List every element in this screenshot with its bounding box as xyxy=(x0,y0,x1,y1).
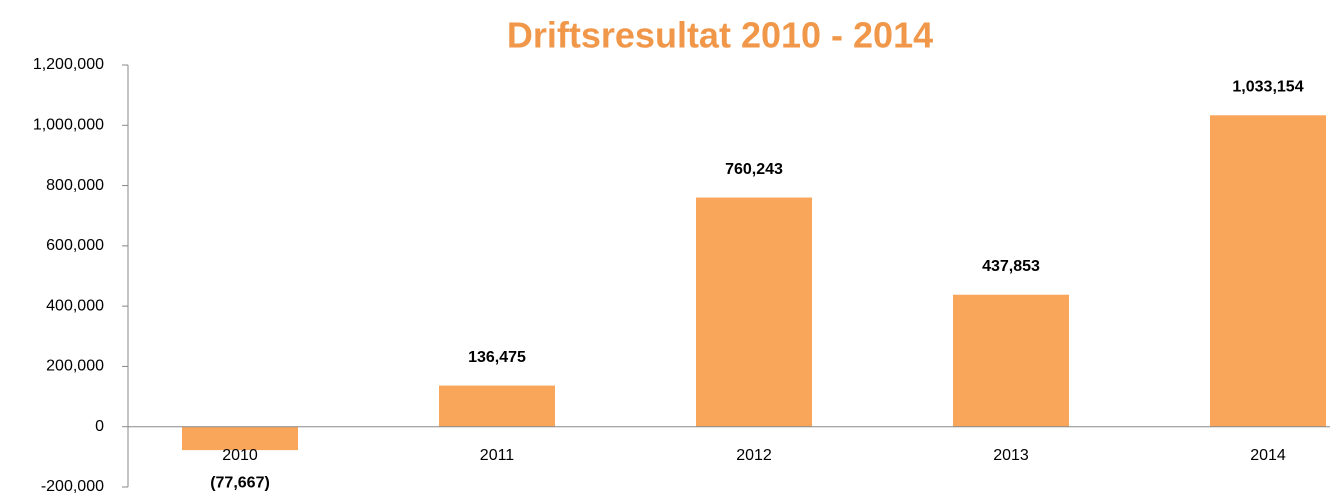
y-tick-label: 600,000 xyxy=(46,237,104,254)
bar xyxy=(1210,115,1326,427)
value-label: 437,853 xyxy=(982,258,1040,275)
x-tick-label: 2014 xyxy=(1250,447,1286,464)
x-tick-label: 2013 xyxy=(993,447,1029,464)
y-tick-label: 1,200,000 xyxy=(33,56,104,73)
bar xyxy=(439,385,555,427)
chart-title: Driftsresultat 2010 - 2014 xyxy=(507,15,933,56)
y-tick-label: 800,000 xyxy=(46,177,104,194)
y-tick-label: 200,000 xyxy=(46,358,104,375)
x-tick-label: 2011 xyxy=(480,447,515,464)
y-tick-label: 0 xyxy=(95,418,104,435)
y-tick-label: -200,000 xyxy=(41,478,104,495)
y-tick-label: 1,000,000 xyxy=(33,117,104,134)
bar xyxy=(696,197,812,427)
x-tick-label: 2012 xyxy=(736,447,772,464)
x-tick-label: 2010 xyxy=(222,447,258,464)
value-label: 136,475 xyxy=(468,349,526,366)
bar xyxy=(953,294,1069,427)
y-tick-label: 400,000 xyxy=(46,297,104,314)
value-label: 1,033,154 xyxy=(1232,79,1303,96)
value-label: (77,667) xyxy=(210,474,270,491)
bar xyxy=(182,426,298,451)
value-label: 760,243 xyxy=(725,161,783,178)
